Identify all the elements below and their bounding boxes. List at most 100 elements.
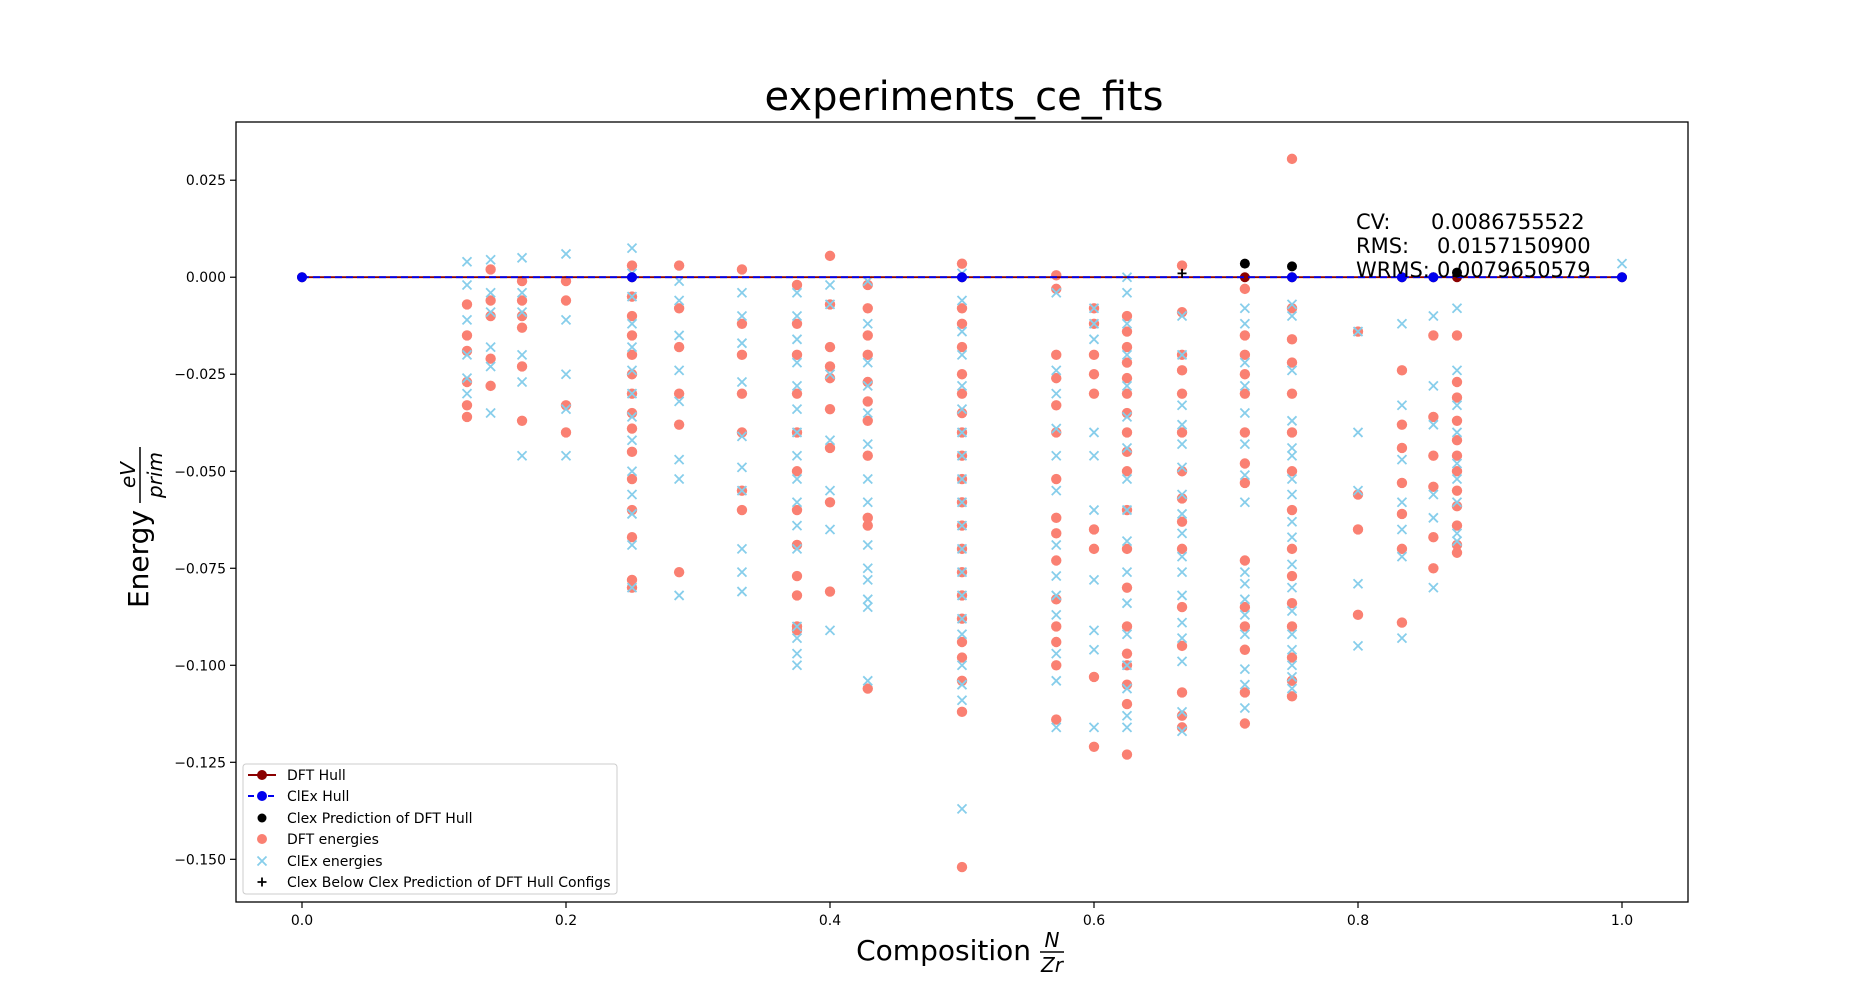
data-point xyxy=(862,683,873,694)
data-point xyxy=(1051,512,1062,524)
data-point xyxy=(1121,326,1133,337)
data-point xyxy=(1051,287,1062,298)
data-point xyxy=(1121,598,1133,609)
data-point xyxy=(1088,334,1100,345)
data-point xyxy=(1176,400,1188,411)
data-point xyxy=(1088,318,1100,329)
data-point xyxy=(791,660,803,671)
data-point xyxy=(1121,473,1133,485)
data-point xyxy=(1451,376,1463,388)
data-point xyxy=(1051,270,1062,281)
data-point xyxy=(516,376,528,388)
data-point xyxy=(956,695,968,706)
data-point xyxy=(673,303,685,314)
y-tick-label: −0.125 xyxy=(174,755,226,771)
data-point xyxy=(1051,675,1062,686)
data-point xyxy=(862,349,873,361)
data-point xyxy=(461,299,473,310)
data-point xyxy=(1286,450,1298,461)
data-point xyxy=(673,419,685,430)
data-point xyxy=(956,341,968,353)
data-point xyxy=(1286,675,1298,687)
data-point xyxy=(1428,310,1439,322)
data-point xyxy=(626,242,638,254)
data-point xyxy=(1396,365,1408,376)
data-point xyxy=(862,594,873,605)
data-point xyxy=(1088,741,1100,752)
data-point xyxy=(1176,516,1188,527)
data-point xyxy=(516,361,528,372)
data-point xyxy=(1396,442,1408,454)
data-point xyxy=(1286,683,1298,694)
legend-swatch-marker xyxy=(257,877,267,887)
data-point xyxy=(1451,466,1463,477)
data-point xyxy=(862,279,873,291)
data-point xyxy=(626,411,638,423)
y-axis-label-text: Energy xyxy=(122,510,155,608)
data-point xyxy=(626,365,638,376)
data-point xyxy=(956,473,968,485)
data-point xyxy=(1428,450,1439,461)
data-point xyxy=(1239,407,1251,419)
data-point xyxy=(824,341,836,353)
data-point xyxy=(1286,415,1298,426)
x-axis-label-numerator: N xyxy=(1045,928,1060,952)
data-point xyxy=(824,299,836,310)
data-point xyxy=(1121,427,1133,438)
data-point xyxy=(791,380,803,392)
data-point xyxy=(1051,473,1062,485)
legend-item-clex-below-clex-prediction: Clex Below Clex Prediction of DFT Hull C… xyxy=(257,875,610,891)
data-point xyxy=(1352,489,1364,500)
data-point xyxy=(736,543,748,555)
data-point xyxy=(1286,629,1298,640)
data-point xyxy=(1286,597,1298,609)
data-point xyxy=(673,295,685,306)
y-tick-label: 0.025 xyxy=(186,173,226,189)
hull-point xyxy=(1287,272,1297,283)
data-point xyxy=(1352,485,1364,496)
data-point xyxy=(1286,365,1298,376)
data-point xyxy=(1239,578,1251,589)
data-point xyxy=(673,454,685,465)
data-point xyxy=(1051,388,1062,399)
data-point xyxy=(1239,609,1251,620)
series-clex-energies xyxy=(461,242,1628,815)
data-point xyxy=(1428,512,1439,523)
data-point xyxy=(956,675,968,687)
data-point xyxy=(626,473,638,485)
data-point xyxy=(1051,372,1062,384)
legend-item-dft-energies: DFT energies xyxy=(257,832,379,848)
data-point xyxy=(736,586,748,597)
data-point xyxy=(1352,640,1364,652)
data-point xyxy=(461,256,473,267)
data-point xyxy=(736,264,748,275)
data-point xyxy=(626,539,638,551)
data-point xyxy=(824,524,836,535)
data-point xyxy=(1352,609,1364,621)
data-point xyxy=(673,275,685,287)
data-point xyxy=(1286,691,1298,702)
data-point xyxy=(1121,683,1133,694)
data-point xyxy=(1428,532,1439,543)
data-point xyxy=(1121,504,1133,516)
data-point xyxy=(1176,590,1188,601)
data-point xyxy=(1396,400,1408,411)
data-point xyxy=(1286,516,1298,527)
data-point xyxy=(956,404,968,415)
data-point xyxy=(956,520,968,531)
data-point xyxy=(1121,722,1133,733)
data-point xyxy=(626,435,638,446)
data-point xyxy=(1396,524,1408,535)
data-point xyxy=(1286,644,1298,655)
data-point xyxy=(1396,318,1408,329)
data-point xyxy=(1121,446,1133,458)
legend-swatch-marker xyxy=(257,834,267,844)
data-point xyxy=(1176,640,1188,652)
data-point xyxy=(485,353,496,364)
data-point xyxy=(1451,303,1463,314)
data-point xyxy=(1396,617,1408,628)
data-point xyxy=(626,582,638,593)
legend-item-clex-hull: ClEx Hull xyxy=(248,789,349,805)
data-point xyxy=(1239,357,1251,368)
data-point xyxy=(626,508,638,520)
